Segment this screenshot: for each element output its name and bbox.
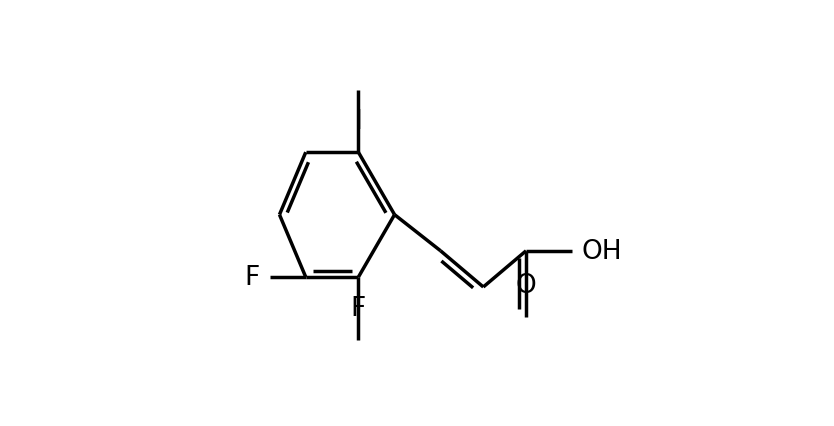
Text: OH: OH <box>582 238 623 264</box>
Text: F: F <box>244 265 259 291</box>
Text: F: F <box>351 296 366 322</box>
Text: O: O <box>515 273 536 299</box>
Text: I: I <box>354 109 362 135</box>
